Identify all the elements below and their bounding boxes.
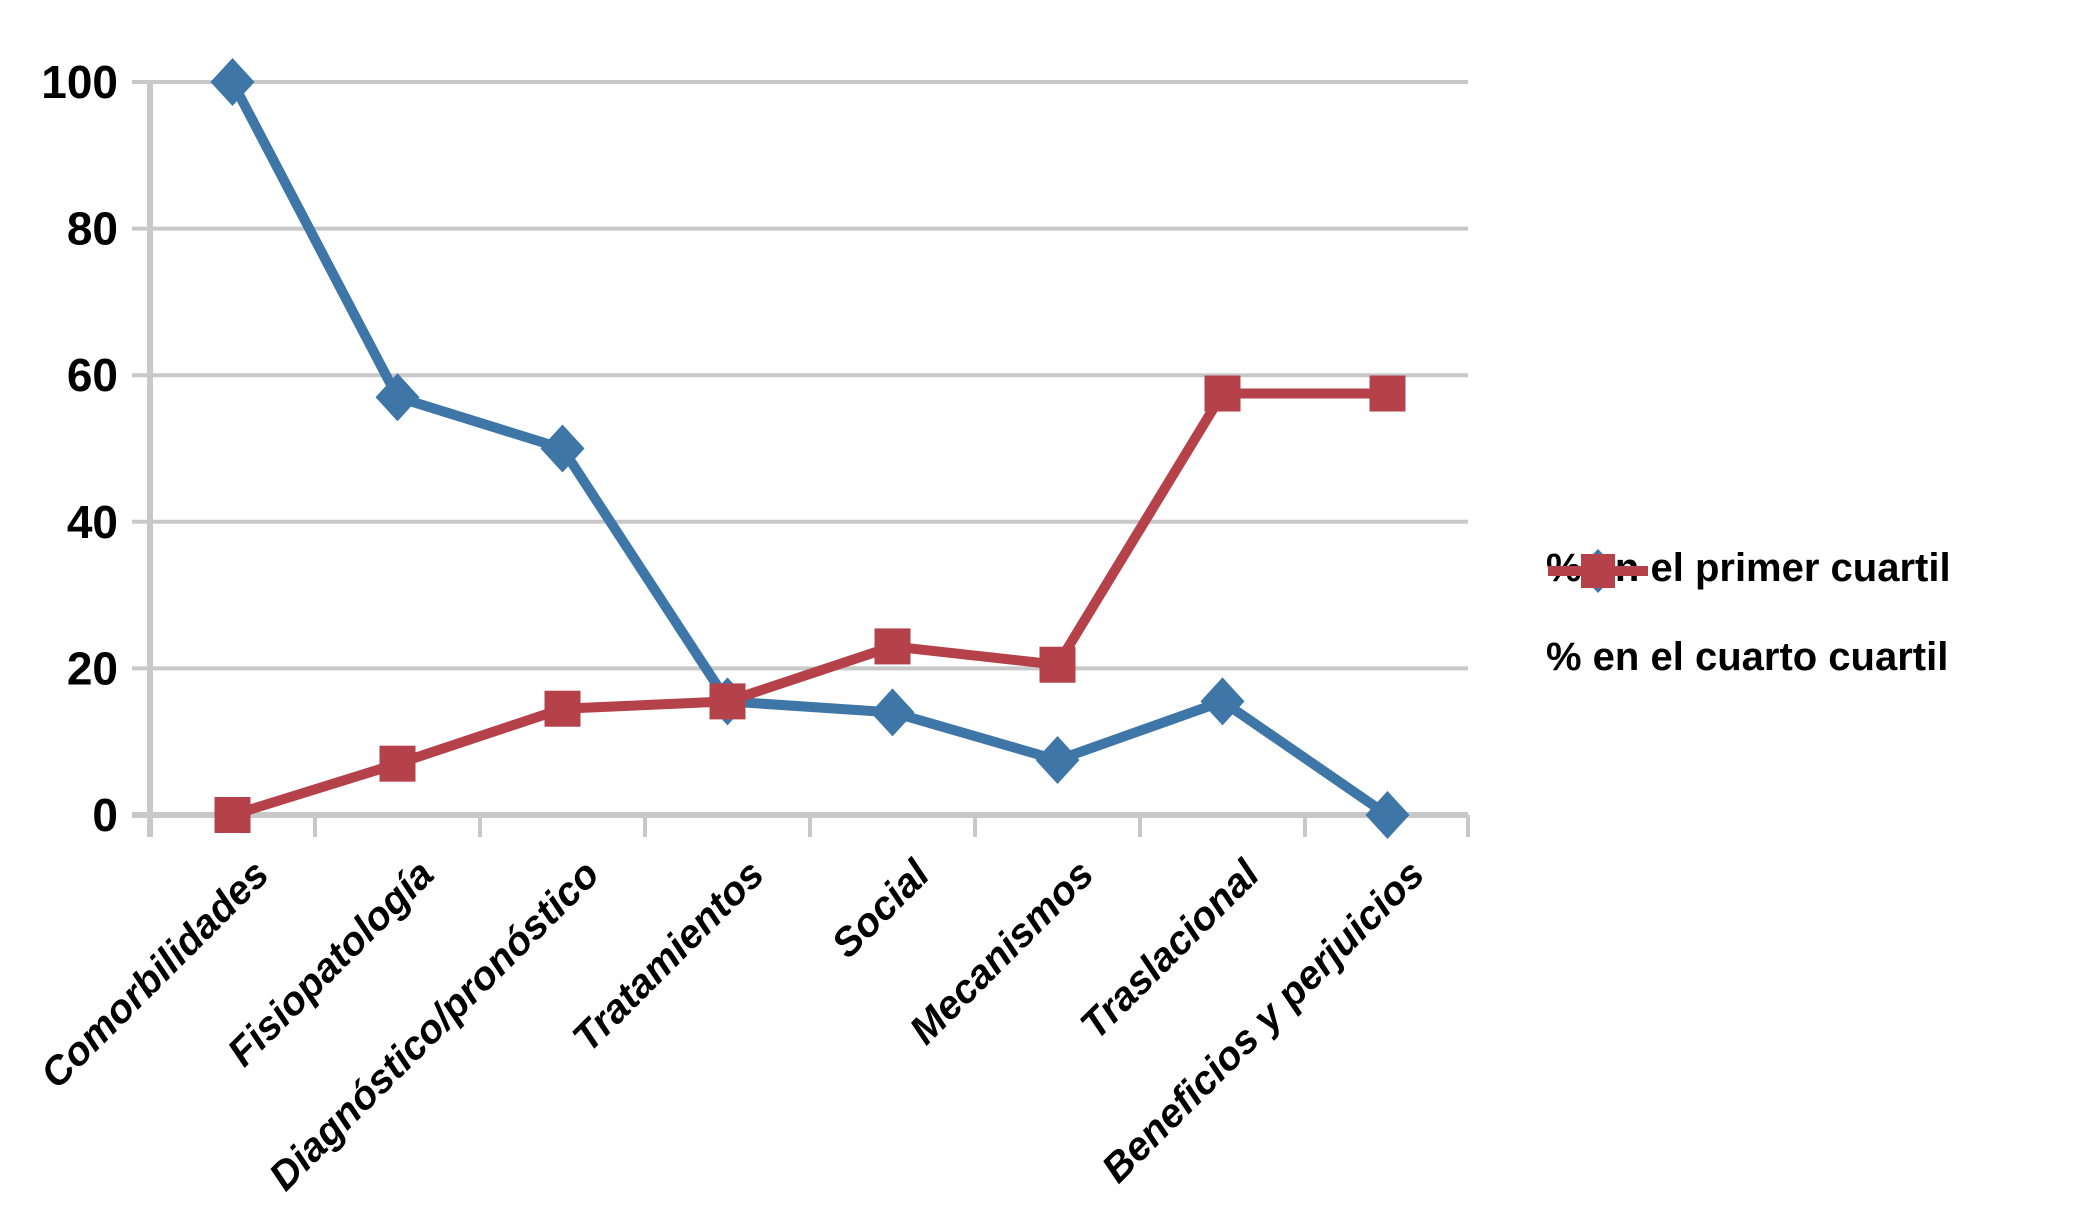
- y-tick-label: 20: [67, 642, 118, 694]
- data-point-diamond: [1365, 791, 1410, 839]
- series-line-2: [231, 388, 1388, 820]
- data-point-diamond: [1200, 677, 1245, 726]
- legend-square-marker-icon: [1548, 554, 1648, 588]
- data-point-square: [1039, 646, 1076, 683]
- y-tick-label: 80: [67, 203, 118, 255]
- data-point-square: [1204, 375, 1241, 412]
- data-point-square: [1369, 375, 1406, 412]
- y-tick-label: 100: [41, 56, 118, 108]
- data-point-square: [214, 797, 251, 833]
- data-point-square: [874, 628, 911, 665]
- legend-label: % en el cuarto cuartil: [1546, 635, 1949, 679]
- legend-item-2: % en el cuarto cuartil: [1546, 554, 1951, 680]
- data-point-diamond: [870, 688, 915, 737]
- y-tick-label: 40: [67, 496, 118, 548]
- data-point-diamond: [540, 424, 585, 473]
- y-tick-label: 60: [67, 349, 118, 401]
- series-line-1: [228, 79, 1391, 820]
- chart-legend: % en el primer cuartil% en el cuarto cua…: [1546, 546, 1951, 680]
- data-point-square: [379, 745, 416, 782]
- data-point-square: [544, 690, 581, 727]
- data-point-diamond: [375, 373, 420, 422]
- y-tick-label: 0: [92, 789, 118, 841]
- data-point-diamond: [1035, 736, 1080, 785]
- data-point-square: [709, 683, 746, 720]
- data-point-diamond: [210, 58, 255, 106]
